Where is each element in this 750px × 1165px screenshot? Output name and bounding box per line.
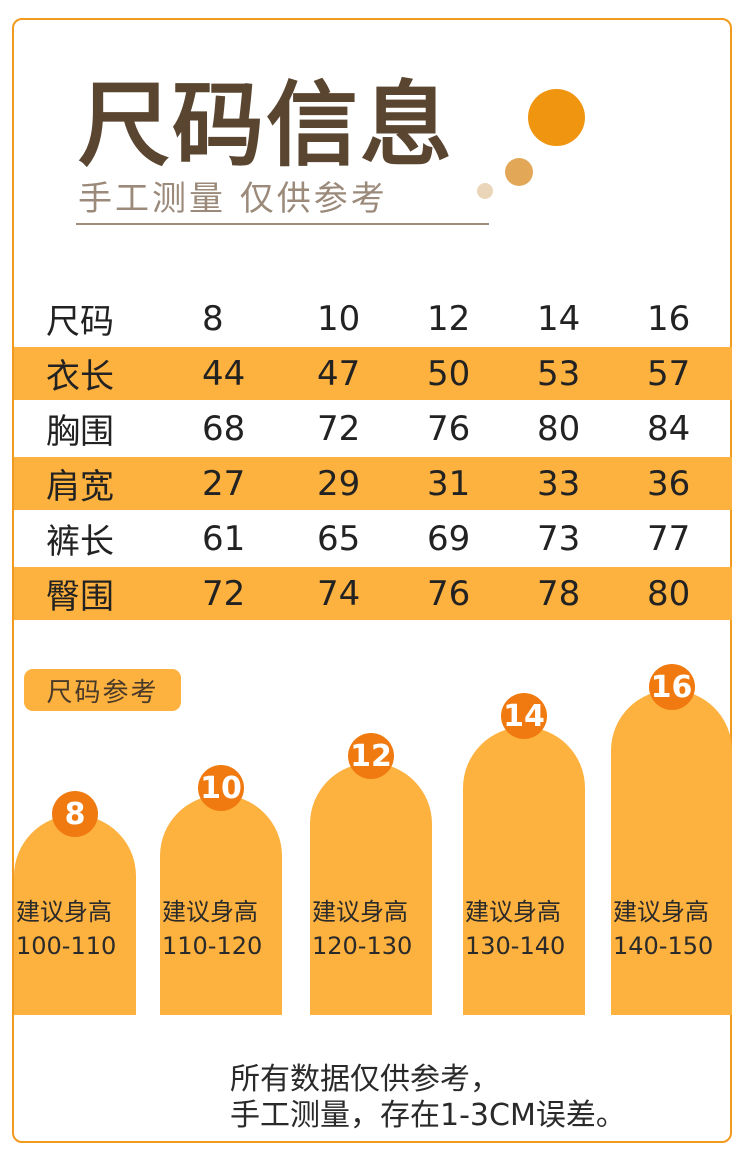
subtitle-underline bbox=[76, 223, 489, 225]
header-size: 8 bbox=[202, 298, 224, 339]
table-cell: 72 bbox=[202, 573, 246, 614]
table-row: 肩宽 27 29 31 33 36 bbox=[14, 457, 732, 510]
height-range: 120-130 bbox=[312, 932, 413, 960]
decor-dot-small bbox=[477, 183, 493, 199]
table-cell: 36 bbox=[647, 463, 691, 504]
header-size: 12 bbox=[427, 298, 471, 339]
row-label: 衣长 bbox=[46, 357, 114, 397]
row-label: 肩宽 bbox=[46, 467, 114, 507]
disclaimer-note: 所有数据仅供参考， 手工测量，存在1-3CM误差。 bbox=[230, 1062, 626, 1134]
height-range: 100-110 bbox=[16, 932, 117, 960]
table-cell: 33 bbox=[537, 463, 581, 504]
table-row: 裤长 61 65 69 73 77 bbox=[14, 510, 732, 567]
disclaimer-line: 手工测量，存在1-3CM误差。 bbox=[230, 1098, 626, 1133]
header-size: 14 bbox=[537, 298, 581, 339]
table-cell: 65 bbox=[317, 518, 361, 559]
decor-dot-medium bbox=[505, 158, 533, 186]
table-cell: 44 bbox=[202, 353, 246, 394]
table-cell: 80 bbox=[537, 408, 581, 449]
table-cell: 47 bbox=[317, 353, 361, 394]
header-size: 16 bbox=[647, 298, 691, 339]
header-size: 10 bbox=[317, 298, 361, 339]
table-cell: 84 bbox=[647, 408, 691, 449]
table-cell: 53 bbox=[537, 353, 581, 394]
header-label: 尺码 bbox=[46, 302, 114, 342]
table-cell: 72 bbox=[317, 408, 361, 449]
table-cell: 69 bbox=[427, 518, 471, 559]
height-reference-card: 8 建议身高 100-110 bbox=[14, 791, 136, 1015]
height-reference-card: 14 建议身高 130-140 bbox=[463, 693, 585, 1015]
table-cell: 31 bbox=[427, 463, 471, 504]
height-range: 110-120 bbox=[162, 932, 263, 960]
size-number-badge: 12 bbox=[348, 733, 394, 779]
height-range: 130-140 bbox=[465, 932, 566, 960]
table-row: 胸围 68 72 76 80 84 bbox=[14, 400, 732, 457]
size-table: 尺码 8 10 12 14 16 衣长 44 47 50 53 57 胸围 68… bbox=[14, 290, 732, 620]
height-label: 建议身高 bbox=[162, 898, 258, 926]
size-reference-badge: 尺码参考 bbox=[24, 669, 181, 711]
table-cell: 74 bbox=[317, 573, 361, 614]
size-number-badge: 14 bbox=[501, 693, 547, 739]
row-label: 胸围 bbox=[46, 412, 114, 452]
decor-dot-large bbox=[528, 89, 585, 146]
height-label: 建议身高 bbox=[465, 898, 561, 926]
table-cell: 29 bbox=[317, 463, 361, 504]
table-cell: 27 bbox=[202, 463, 246, 504]
table-cell: 77 bbox=[647, 518, 691, 559]
page-title: 尺码信息 bbox=[78, 72, 455, 179]
page-subtitle: 手工测量 仅供参考 bbox=[78, 179, 388, 219]
table-cell: 68 bbox=[202, 408, 246, 449]
table-row: 臀围 72 74 76 78 80 bbox=[14, 567, 732, 620]
size-number-badge: 10 bbox=[198, 765, 244, 811]
row-label: 裤长 bbox=[46, 522, 114, 562]
height-reference-card: 16 建议身高 140-150 bbox=[611, 664, 732, 1015]
table-cell: 73 bbox=[537, 518, 581, 559]
height-range: 140-150 bbox=[613, 932, 714, 960]
size-number-badge: 8 bbox=[52, 791, 98, 837]
height-label: 建议身高 bbox=[16, 898, 112, 926]
table-cell: 76 bbox=[427, 408, 471, 449]
table-cell: 57 bbox=[647, 353, 691, 394]
table-row: 衣长 44 47 50 53 57 bbox=[14, 347, 732, 400]
disclaimer-line: 所有数据仅供参考， bbox=[230, 1062, 500, 1097]
table-cell: 78 bbox=[537, 573, 581, 614]
size-number-badge: 16 bbox=[648, 664, 695, 710]
table-cell: 61 bbox=[202, 518, 246, 559]
height-label: 建议身高 bbox=[312, 898, 408, 926]
size-table-header-row: 尺码 8 10 12 14 16 bbox=[14, 290, 732, 347]
height-reference-card: 10 建议身高 110-120 bbox=[160, 765, 282, 1015]
table-cell: 80 bbox=[647, 573, 691, 614]
row-label: 臀围 bbox=[46, 577, 114, 617]
table-cell: 50 bbox=[427, 353, 471, 394]
table-cell: 76 bbox=[427, 573, 471, 614]
height-label: 建议身高 bbox=[613, 898, 709, 926]
height-reference-card: 12 建议身高 120-130 bbox=[310, 733, 432, 1015]
